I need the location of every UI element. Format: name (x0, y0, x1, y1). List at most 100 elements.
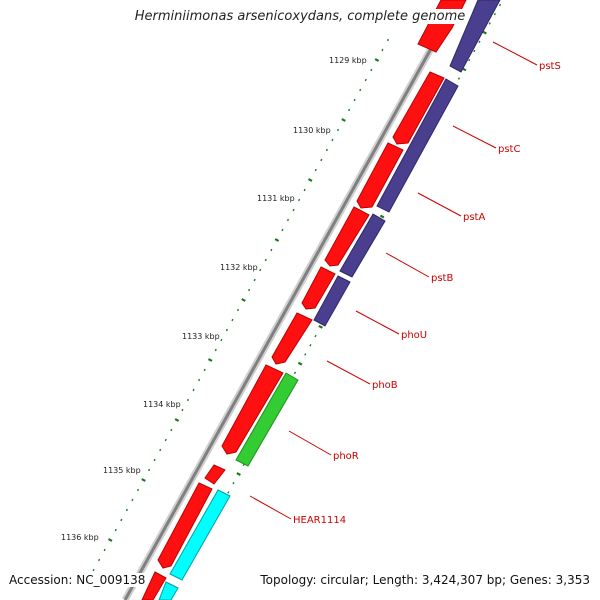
major-tick (482, 30, 487, 35)
minor-tick (125, 508, 128, 512)
gene-bar-HEAR1114[interactable] (169, 489, 231, 581)
gene-label-pstC[interactable]: pstC (498, 144, 520, 155)
gene-arrow-pstA[interactable] (356, 142, 404, 209)
backbone (121, 0, 462, 600)
tick-label: 1133 kbp (182, 332, 220, 341)
accession-text: Accession: NC_009138 (7, 573, 148, 587)
gene-label-phoR[interactable]: phoR (333, 451, 359, 462)
minor-tick (181, 408, 184, 412)
minor-tick (164, 438, 167, 442)
major-tick (141, 478, 146, 482)
gene-arrow-small[interactable] (204, 464, 226, 485)
tick-label: 1134 kbp (143, 400, 181, 409)
tick-label: 1129 kbp (329, 56, 367, 65)
minor-tick (298, 198, 301, 202)
minor-tick (192, 388, 195, 392)
gene-arrow-pstC[interactable] (392, 71, 445, 145)
minor-tick (353, 98, 356, 102)
minor-tick (498, 3, 502, 7)
minor-tick (120, 518, 123, 522)
minor-tick (232, 482, 235, 485)
forward-strand (141, 0, 467, 600)
major-tick (374, 58, 380, 62)
major-tick (297, 361, 303, 366)
minor-tick (320, 158, 323, 162)
minor-tick (227, 491, 230, 494)
minor-tick (281, 228, 284, 232)
minor-tick (92, 568, 95, 572)
minor-tick (186, 398, 190, 402)
minor-tick (386, 38, 390, 42)
major-tick (174, 418, 180, 422)
gene-label-phoU[interactable]: phoU (401, 330, 427, 341)
minor-tick (248, 288, 251, 292)
gene-bar-pstB[interactable] (313, 275, 351, 327)
minor-tick (264, 258, 267, 262)
minor-tick (131, 498, 134, 502)
minor-tick (236, 308, 240, 312)
major-tick (241, 298, 246, 302)
gene-label-HEAR1114[interactable]: HEAR1114 (293, 515, 346, 526)
gene-label-phoB[interactable]: phoB (372, 380, 398, 391)
major-tick (107, 538, 113, 542)
gene-arrow-phoU[interactable] (301, 266, 336, 310)
minor-tick (457, 77, 461, 80)
minor-tick (159, 448, 162, 452)
minor-tick (153, 458, 156, 462)
minor-tick (170, 428, 173, 432)
minor-tick (103, 548, 106, 552)
minor-tick (98, 558, 101, 562)
minor-tick (303, 188, 306, 192)
map-title-text: Herminiimonas arsenicoxydans, complete g… (132, 9, 468, 24)
minor-tick (348, 108, 351, 112)
minor-tick (253, 278, 256, 282)
minor-tick (314, 168, 317, 172)
gene-arrow-next[interactable] (141, 571, 167, 600)
minor-tick (242, 463, 245, 467)
major-tick (236, 472, 241, 476)
gene-bar-next[interactable] (158, 581, 179, 600)
minor-tick (493, 12, 496, 16)
reverse-strand (158, 0, 501, 600)
gene-labels: pstS pstC pstA pstB phoU phoB phoR HEAR1… (293, 61, 561, 526)
gene-bar-phoR[interactable] (235, 372, 299, 467)
minor-tick (136, 488, 140, 492)
gene-arrow-pstB[interactable] (324, 206, 370, 267)
minor-tick (336, 128, 340, 132)
gene-label-pstA[interactable]: pstA (463, 212, 485, 223)
minor-tick (309, 344, 312, 347)
major-tick (318, 324, 323, 329)
minor-tick (359, 88, 362, 92)
minor-tick (286, 218, 290, 222)
map-title: Herminiimonas arsenicoxydans, complete g… (0, 9, 600, 24)
minor-tick (331, 138, 334, 142)
gene-arrow-phoR[interactable] (221, 364, 284, 455)
gene-arrow-phoB[interactable] (271, 312, 313, 365)
gene-label-pstB[interactable]: pstB (431, 273, 453, 284)
gene-bar-pstA[interactable] (339, 213, 386, 278)
tick-label: 1135 kbp (103, 466, 141, 475)
minor-tick (304, 353, 307, 356)
minor-tick (203, 368, 206, 372)
minor-tick (381, 48, 384, 52)
minor-tick (225, 328, 228, 332)
major-tick (341, 118, 346, 122)
gene-label-pstS[interactable]: pstS (539, 61, 561, 72)
minor-tick (270, 248, 273, 252)
tick-track-inner (86, 38, 390, 582)
gene-bar-pstC[interactable] (376, 78, 459, 213)
gene-arrow-HEAR1114[interactable] (157, 482, 213, 569)
minor-tick (364, 78, 367, 82)
minor-tick (148, 468, 151, 472)
minor-tick (231, 318, 234, 322)
minor-tick (473, 49, 476, 53)
minor-tick (478, 40, 481, 43)
tick-label: 1132 kbp (220, 263, 258, 272)
minor-tick (370, 68, 373, 72)
minor-tick (198, 378, 201, 382)
minor-tick (220, 338, 223, 342)
major-tick (379, 214, 385, 219)
minor-tick (214, 348, 217, 352)
gene-bar-pstS[interactable] (449, 0, 501, 73)
